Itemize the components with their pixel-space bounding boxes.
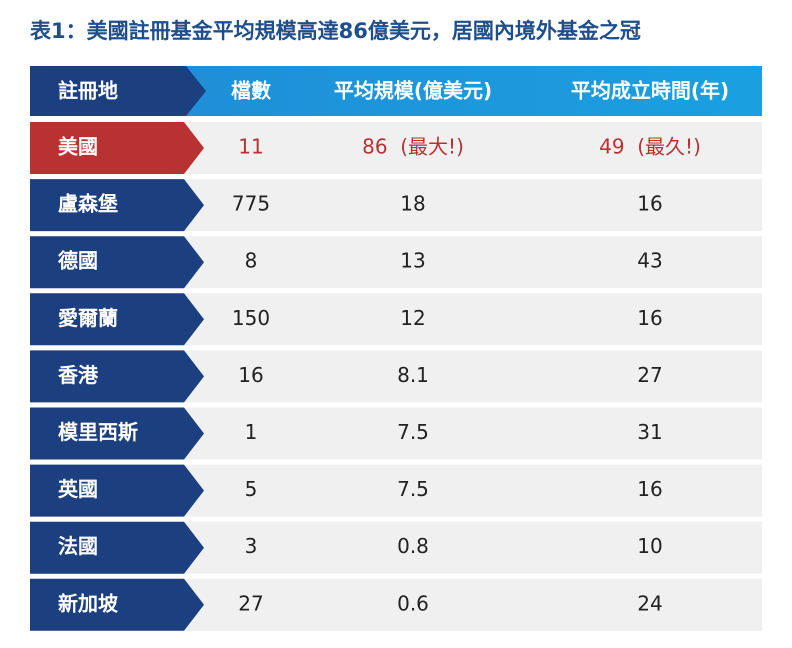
header-cell: 平均規模(億美元) [334, 79, 492, 103]
row-arrow [30, 293, 204, 346]
row-arrow [30, 407, 204, 460]
header-band [180, 66, 762, 116]
cell: 0.8 [397, 534, 429, 558]
row-label: 英國 [58, 477, 98, 501]
row-label: 德國 [58, 249, 98, 273]
cell: 16 [238, 363, 263, 387]
cell: 5 [245, 477, 258, 501]
cell: 16 [637, 192, 662, 216]
cell: 3 [245, 534, 258, 558]
cell: 13 [400, 249, 425, 273]
title: 表1：美國註冊基金平均規模高達86億美元，居國內境外基金之冠 [30, 19, 641, 43]
cell: 24 [637, 591, 662, 615]
row-arrow [30, 179, 204, 232]
row-arrow [30, 521, 204, 574]
cell: 8.1 [397, 363, 429, 387]
row-arrow [30, 464, 204, 517]
cell: 11 [238, 135, 263, 159]
cell: 16 [637, 477, 662, 501]
cell: 7.5 [397, 477, 429, 501]
row-label: 法國 [58, 534, 98, 558]
cell: 18 [400, 192, 425, 216]
cell: 775 [232, 192, 270, 216]
header-cell: 平均成立時間(年) [571, 79, 729, 103]
header-cell: 註冊地 [58, 79, 118, 103]
row-label: 盧森堡 [58, 192, 118, 216]
cell: 10 [637, 534, 662, 558]
header-arrow [30, 66, 206, 116]
cell: 0.6 [397, 591, 429, 615]
cell: 86 (最大!) [362, 135, 464, 159]
row-label: 模里西斯 [58, 420, 138, 444]
cell: 49 (最久!) [599, 135, 701, 159]
cell: 12 [400, 306, 425, 330]
row-label: 愛爾蘭 [58, 306, 118, 330]
row-arrow [30, 122, 204, 174]
cell: 8 [245, 249, 258, 273]
cell: 27 [238, 591, 263, 615]
cell: 7.5 [397, 420, 429, 444]
row-label: 美國 [58, 135, 98, 159]
row-arrow [30, 350, 204, 403]
cell: 27 [637, 363, 662, 387]
row-arrow [30, 236, 204, 289]
row-label: 香港 [58, 363, 99, 387]
row-label: 新加坡 [58, 591, 119, 615]
cell: 1 [245, 420, 258, 444]
cell: 150 [232, 306, 270, 330]
cell: 43 [637, 249, 662, 273]
header-cell: 檔數 [231, 79, 271, 103]
cell: 16 [637, 306, 662, 330]
row-arrow [30, 578, 204, 631]
cell: 31 [637, 420, 662, 444]
